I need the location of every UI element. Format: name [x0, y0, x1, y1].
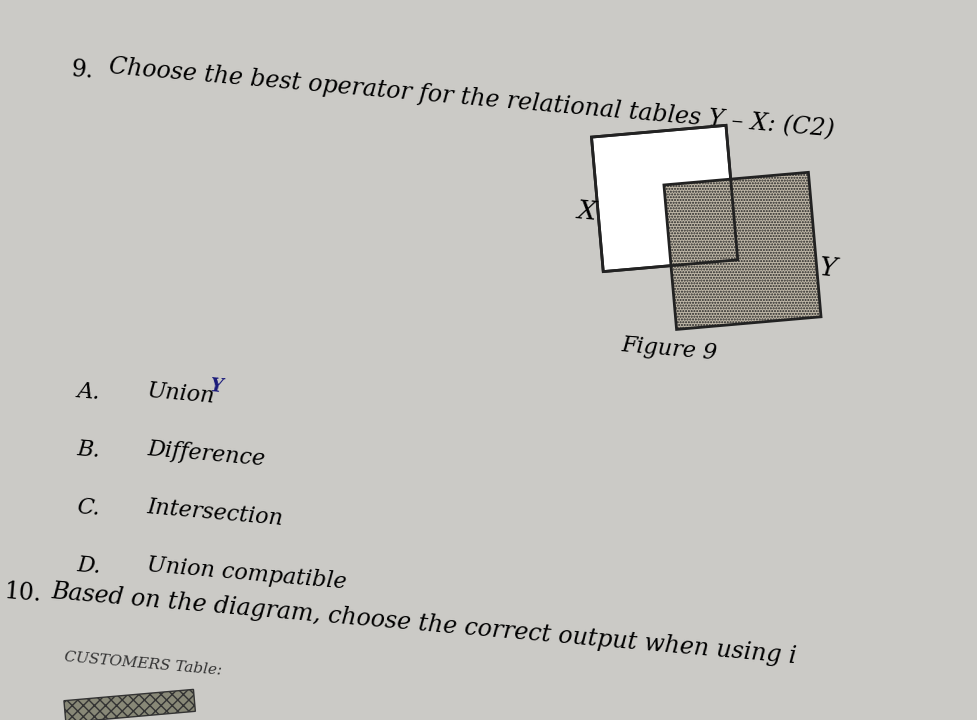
Text: B.: B.	[76, 438, 102, 462]
Text: 9.: 9.	[70, 58, 95, 83]
Text: Based on the diagram, choose the correct output when using i: Based on the diagram, choose the correct…	[50, 580, 796, 668]
Text: CUSTOMERS Table:: CUSTOMERS Table:	[64, 650, 223, 678]
Text: X: X	[575, 198, 596, 225]
Text: Difference: Difference	[146, 438, 266, 470]
Text: Union: Union	[146, 380, 216, 408]
Bar	[663, 172, 820, 330]
Text: Y: Y	[208, 377, 223, 396]
Text: Figure 9: Figure 9	[619, 334, 717, 364]
Text: A.: A.	[76, 380, 101, 404]
Text: Union compatible: Union compatible	[146, 554, 347, 593]
Bar	[64, 689, 195, 720]
Text: C.: C.	[76, 496, 102, 520]
Text: 10.: 10.	[3, 580, 43, 606]
Bar	[591, 125, 737, 271]
Text: Y: Y	[817, 255, 836, 282]
Text: Intersection: Intersection	[146, 496, 284, 530]
Text: Choose the best operator for the relational tables Y – X: (C2): Choose the best operator for the relatio…	[107, 55, 834, 142]
Text: D.: D.	[76, 554, 102, 578]
Bar	[591, 125, 737, 271]
